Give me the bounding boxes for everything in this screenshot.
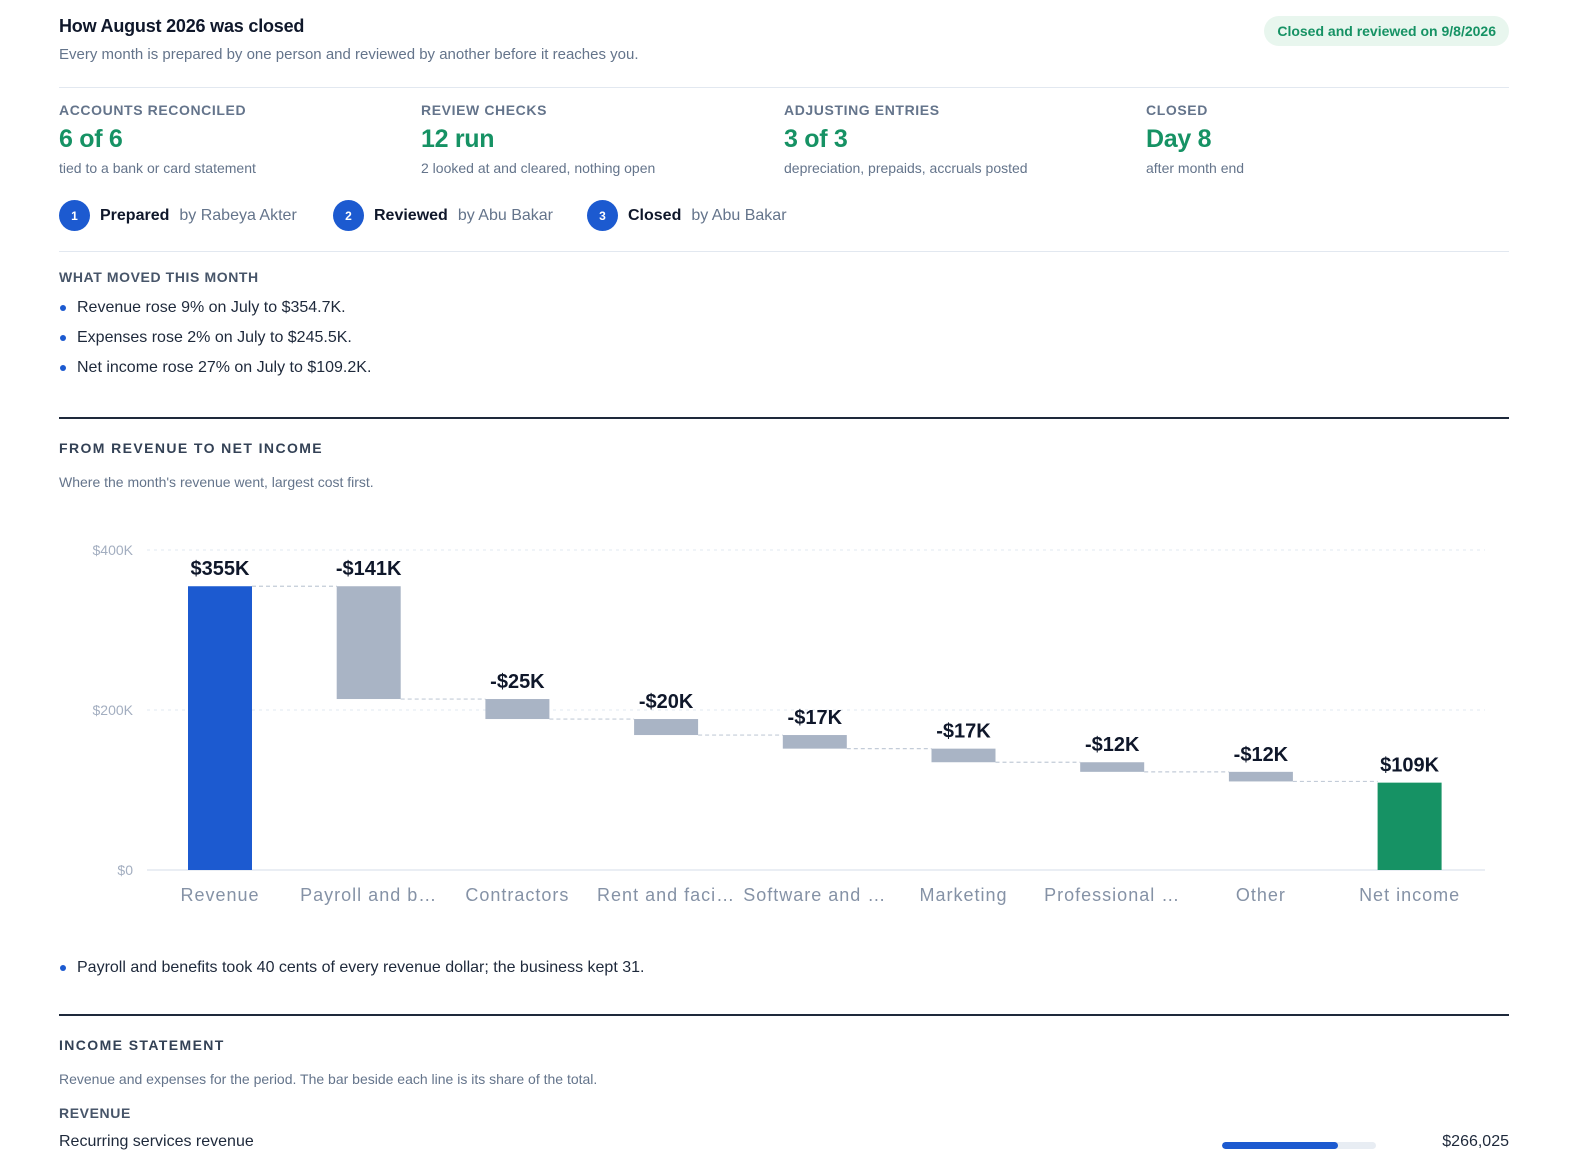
income-statement-heading: INCOME STATEMENT [59,1037,225,1053]
step-prepared: 1 Prepared by Rabeya Akter [59,200,297,231]
bar-value-label: -$20K [639,691,694,713]
waterfall-bar [782,735,847,749]
bar-value-label: $355K [191,558,250,580]
step-name: Prepared [100,206,170,224]
chart-connectors [252,585,1378,783]
x-tick-label: Rent and faci… [597,885,735,905]
waterfall-bar [931,748,996,763]
chart-bars [188,586,1442,870]
y-tick-label: $200K [93,702,134,718]
stat-adjusting-entries: ADJUSTING ENTRIES 3 of 3 depreciation, p… [784,102,1124,176]
x-tick-label: Payroll and b… [300,885,437,905]
bar-value-label: -$25K [490,671,545,693]
stat-label: REVIEW CHECKS [421,102,548,118]
page-header: How August 2026 was closed Every month i… [59,16,1509,63]
step-reviewed: 2 Reviewed by Abu Bakar [333,200,553,231]
x-tick-label: Marketing [919,885,1007,905]
y-tick-label: $400K [93,542,134,558]
stat-label: ACCOUNTS RECONCILED [59,102,247,118]
stat-value: Day 8 [1146,125,1212,153]
waterfall-bar [634,719,699,736]
stat-value: 3 of 3 [784,125,848,153]
chart-value-labels: $355K -$141K -$25K -$20K -$17K -$17K -$12K -$12… [191,558,1440,776]
y-tick-label: $0 [117,862,133,878]
bar-value-label: -$17K [788,707,843,729]
x-tick-label: Other [1236,885,1286,905]
stat-accounts-reconciled: ACCOUNTS RECONCILED 6 of 6 tied to a ban… [59,102,399,176]
waterfall-bar [1228,771,1293,782]
what-moved-heading: WHAT MOVED THIS MONTH [59,269,259,285]
step-name: Closed [628,206,682,224]
bar-value-label: -$141K [336,558,402,580]
list-item: Expenses rose 2% on July to $245.5K. [59,327,371,357]
stat-label: ADJUSTING ENTRIES [784,102,940,118]
bar-value-label: -$17K [936,721,991,743]
page-subtitle: Every month is prepared by one person an… [59,46,639,63]
step-name: Reviewed [374,206,448,224]
list-item: Revenue rose 9% on July to $354.7K. [59,297,371,327]
x-tick-label: Software and … [743,885,886,905]
step-number-badge: 2 [333,200,364,231]
header-divider [59,87,1509,88]
income-row-name: Recurring services revenue [59,1133,254,1150]
x-tick-label: Professional … [1044,885,1180,905]
section-divider [59,417,1509,419]
step-number-badge: 3 [587,200,618,231]
chart-y-ticks: $0 $200K $400K [93,542,134,878]
chart-grid [147,549,1485,871]
x-tick-label: Contractors [465,885,569,905]
stat-note: depreciation, prepaids, accruals posted [784,160,1028,176]
stat-review-checks: REVIEW CHECKS 12 run 2 looked at and cle… [421,102,761,176]
bar-value-label: $109K [1380,755,1439,777]
bar-value-label: -$12K [1234,744,1289,766]
revenue-group-heading: REVENUE [59,1105,131,1121]
waterfall-bar [1377,782,1442,870]
step-closed: 3 Closed by Abu Bakar [587,200,787,231]
stat-value: 6 of 6 [59,125,123,153]
chart-x-ticks: Revenue Payroll and b… Contractors Rent and… [180,885,1460,905]
x-tick-label: Revenue [180,885,259,905]
share-bar-fill [1222,1142,1338,1149]
page-title: How August 2026 was closed [59,16,305,36]
stat-note: tied to a bank or card statement [59,160,256,176]
stat-label: CLOSED [1146,102,1208,118]
stat-note: 2 looked at and cleared, nothing open [421,160,656,176]
section-divider [59,1014,1509,1016]
waterfall-chart: $355K -$141K -$25K -$20K -$17K -$17K -$12K -$12… [93,542,1485,905]
step-person: by Abu Bakar [691,206,787,224]
income-row-amount: $266,025 [1442,1133,1509,1150]
income-statement-description: Revenue and expenses for the period. The… [59,1071,598,1087]
waterfall-description: Where the month's revenue went, largest … [59,474,374,490]
waterfall-bar [336,586,401,700]
waterfall-bar [485,699,550,720]
bar-value-label: -$12K [1085,734,1140,756]
stat-value: 12 run [421,125,495,153]
stat-closed: CLOSED Day 8 after month end [1146,102,1486,176]
stat-note: after month end [1146,160,1245,176]
steps-divider [59,251,1509,252]
waterfall-heading: FROM REVENUE TO NET INCOME [59,440,324,456]
step-person: by Rabeya Akter [179,206,297,224]
status-badge: Closed and reviewed on 9/8/2026 [1264,16,1509,46]
list-item: Net income rose 27% on July to $109.2K. [59,357,371,387]
what-moved-list: Revenue rose 9% on July to $354.7K. Expe… [59,297,371,387]
x-tick-label: Net income [1359,885,1460,905]
waterfall-insight-list: Payroll and benefits took 40 cents of ev… [59,957,644,987]
step-number-badge: 1 [59,200,90,231]
waterfall-bar [188,586,252,870]
step-person: by Abu Bakar [457,206,553,224]
waterfall-bar [1080,762,1145,772]
list-item: Payroll and benefits took 40 cents of ev… [59,957,644,987]
share-bar [1222,1142,1376,1149]
